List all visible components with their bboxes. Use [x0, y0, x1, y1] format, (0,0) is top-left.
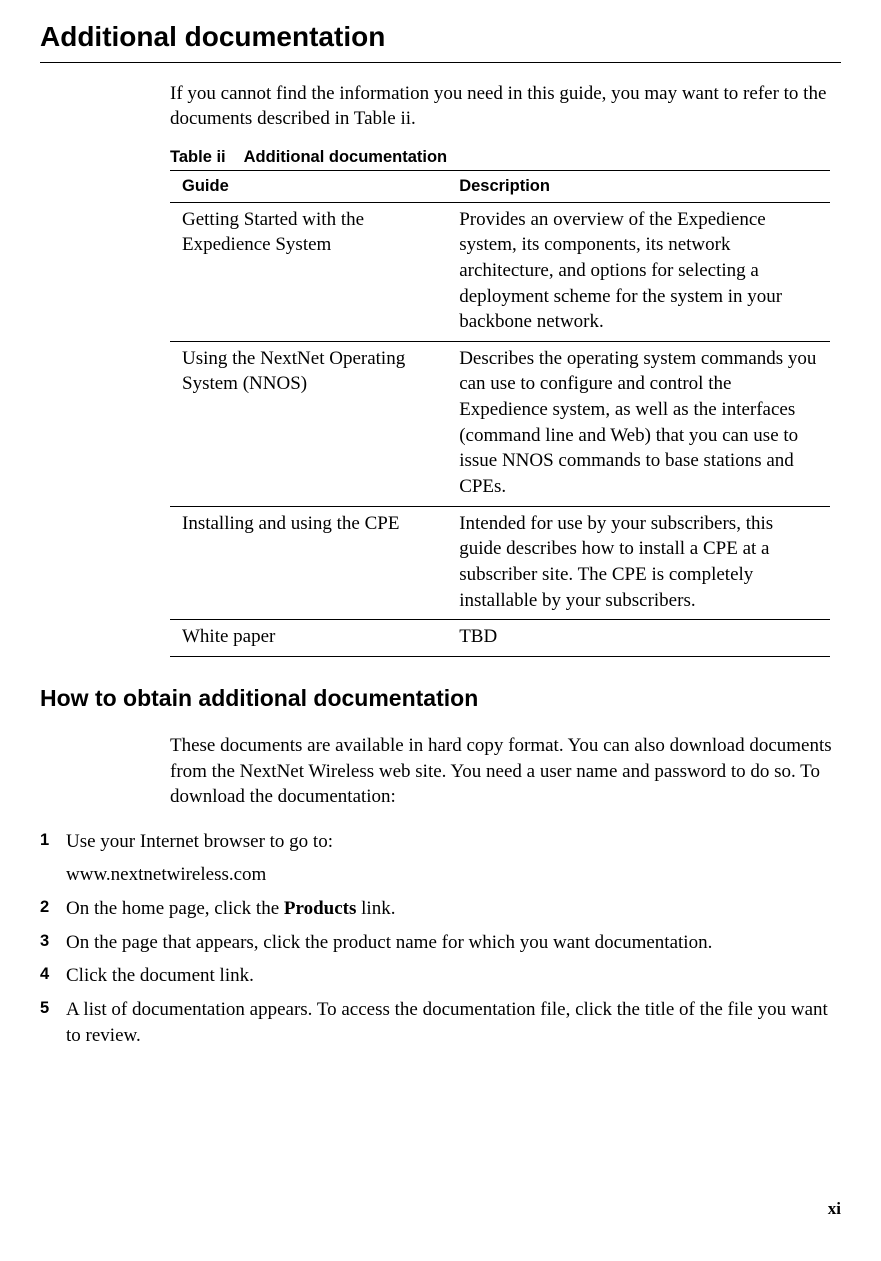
step-number: 1 [40, 829, 49, 851]
table-row: Installing and using the CPE Intended fo… [170, 506, 830, 620]
desc-cell: Describes the operating system commands … [447, 341, 830, 506]
step-text: Click the document link. [66, 965, 254, 986]
guide-cell: Getting Started with the Expedience Syst… [170, 202, 447, 341]
step-number: 4 [40, 963, 49, 985]
table-row: Getting Started with the Expedience Syst… [170, 202, 830, 341]
intro-paragraph: If you cannot find the information you n… [170, 81, 841, 132]
desc-cell: TBD [447, 620, 830, 657]
documentation-table: Guide Description Getting Started with t… [170, 170, 830, 657]
page-number: xi [40, 1198, 841, 1221]
list-item: 1 Use your Internet browser to go to: ww… [40, 829, 841, 888]
list-item: 4 Click the document link. [40, 963, 841, 989]
list-item: 2 On the home page, click the Products l… [40, 896, 841, 922]
step-text: On the page that appears, click the prod… [66, 932, 712, 953]
guide-cell: White paper [170, 620, 447, 657]
step-text: Use your Internet browser to go to: [66, 831, 333, 852]
guide-cell: Installing and using the CPE [170, 506, 447, 620]
table-row: White paper TBD [170, 620, 830, 657]
steps-list: 1 Use your Internet browser to go to: ww… [40, 829, 841, 1048]
step-text: On the home page, click the Products lin… [66, 898, 395, 919]
section-paragraph: These documents are available in hard co… [170, 733, 841, 810]
step-number: 3 [40, 930, 49, 952]
section-heading: How to obtain additional documentation [40, 683, 841, 714]
step-number: 5 [40, 997, 49, 1019]
col-guide: Guide [170, 171, 447, 202]
table-caption: Table ii Additional documentation [170, 146, 841, 168]
col-description: Description [447, 171, 830, 202]
table-row: Using the NextNet Operating System (NNOS… [170, 341, 830, 506]
table-title: Additional documentation [244, 148, 448, 166]
step-text: A list of documentation appears. To acce… [66, 999, 828, 1046]
step-url: www.nextnetwireless.com [66, 862, 841, 888]
step-number: 2 [40, 896, 49, 918]
guide-cell: Using the NextNet Operating System (NNOS… [170, 341, 447, 506]
list-item: 5 A list of documentation appears. To ac… [40, 997, 841, 1048]
table-label: Table ii [170, 148, 226, 166]
desc-cell: Intended for use by your subscribers, th… [447, 506, 830, 620]
page-heading: Additional documentation [40, 18, 841, 63]
desc-cell: Provides an overview of the Expedience s… [447, 202, 830, 341]
list-item: 3 On the page that appears, click the pr… [40, 930, 841, 956]
